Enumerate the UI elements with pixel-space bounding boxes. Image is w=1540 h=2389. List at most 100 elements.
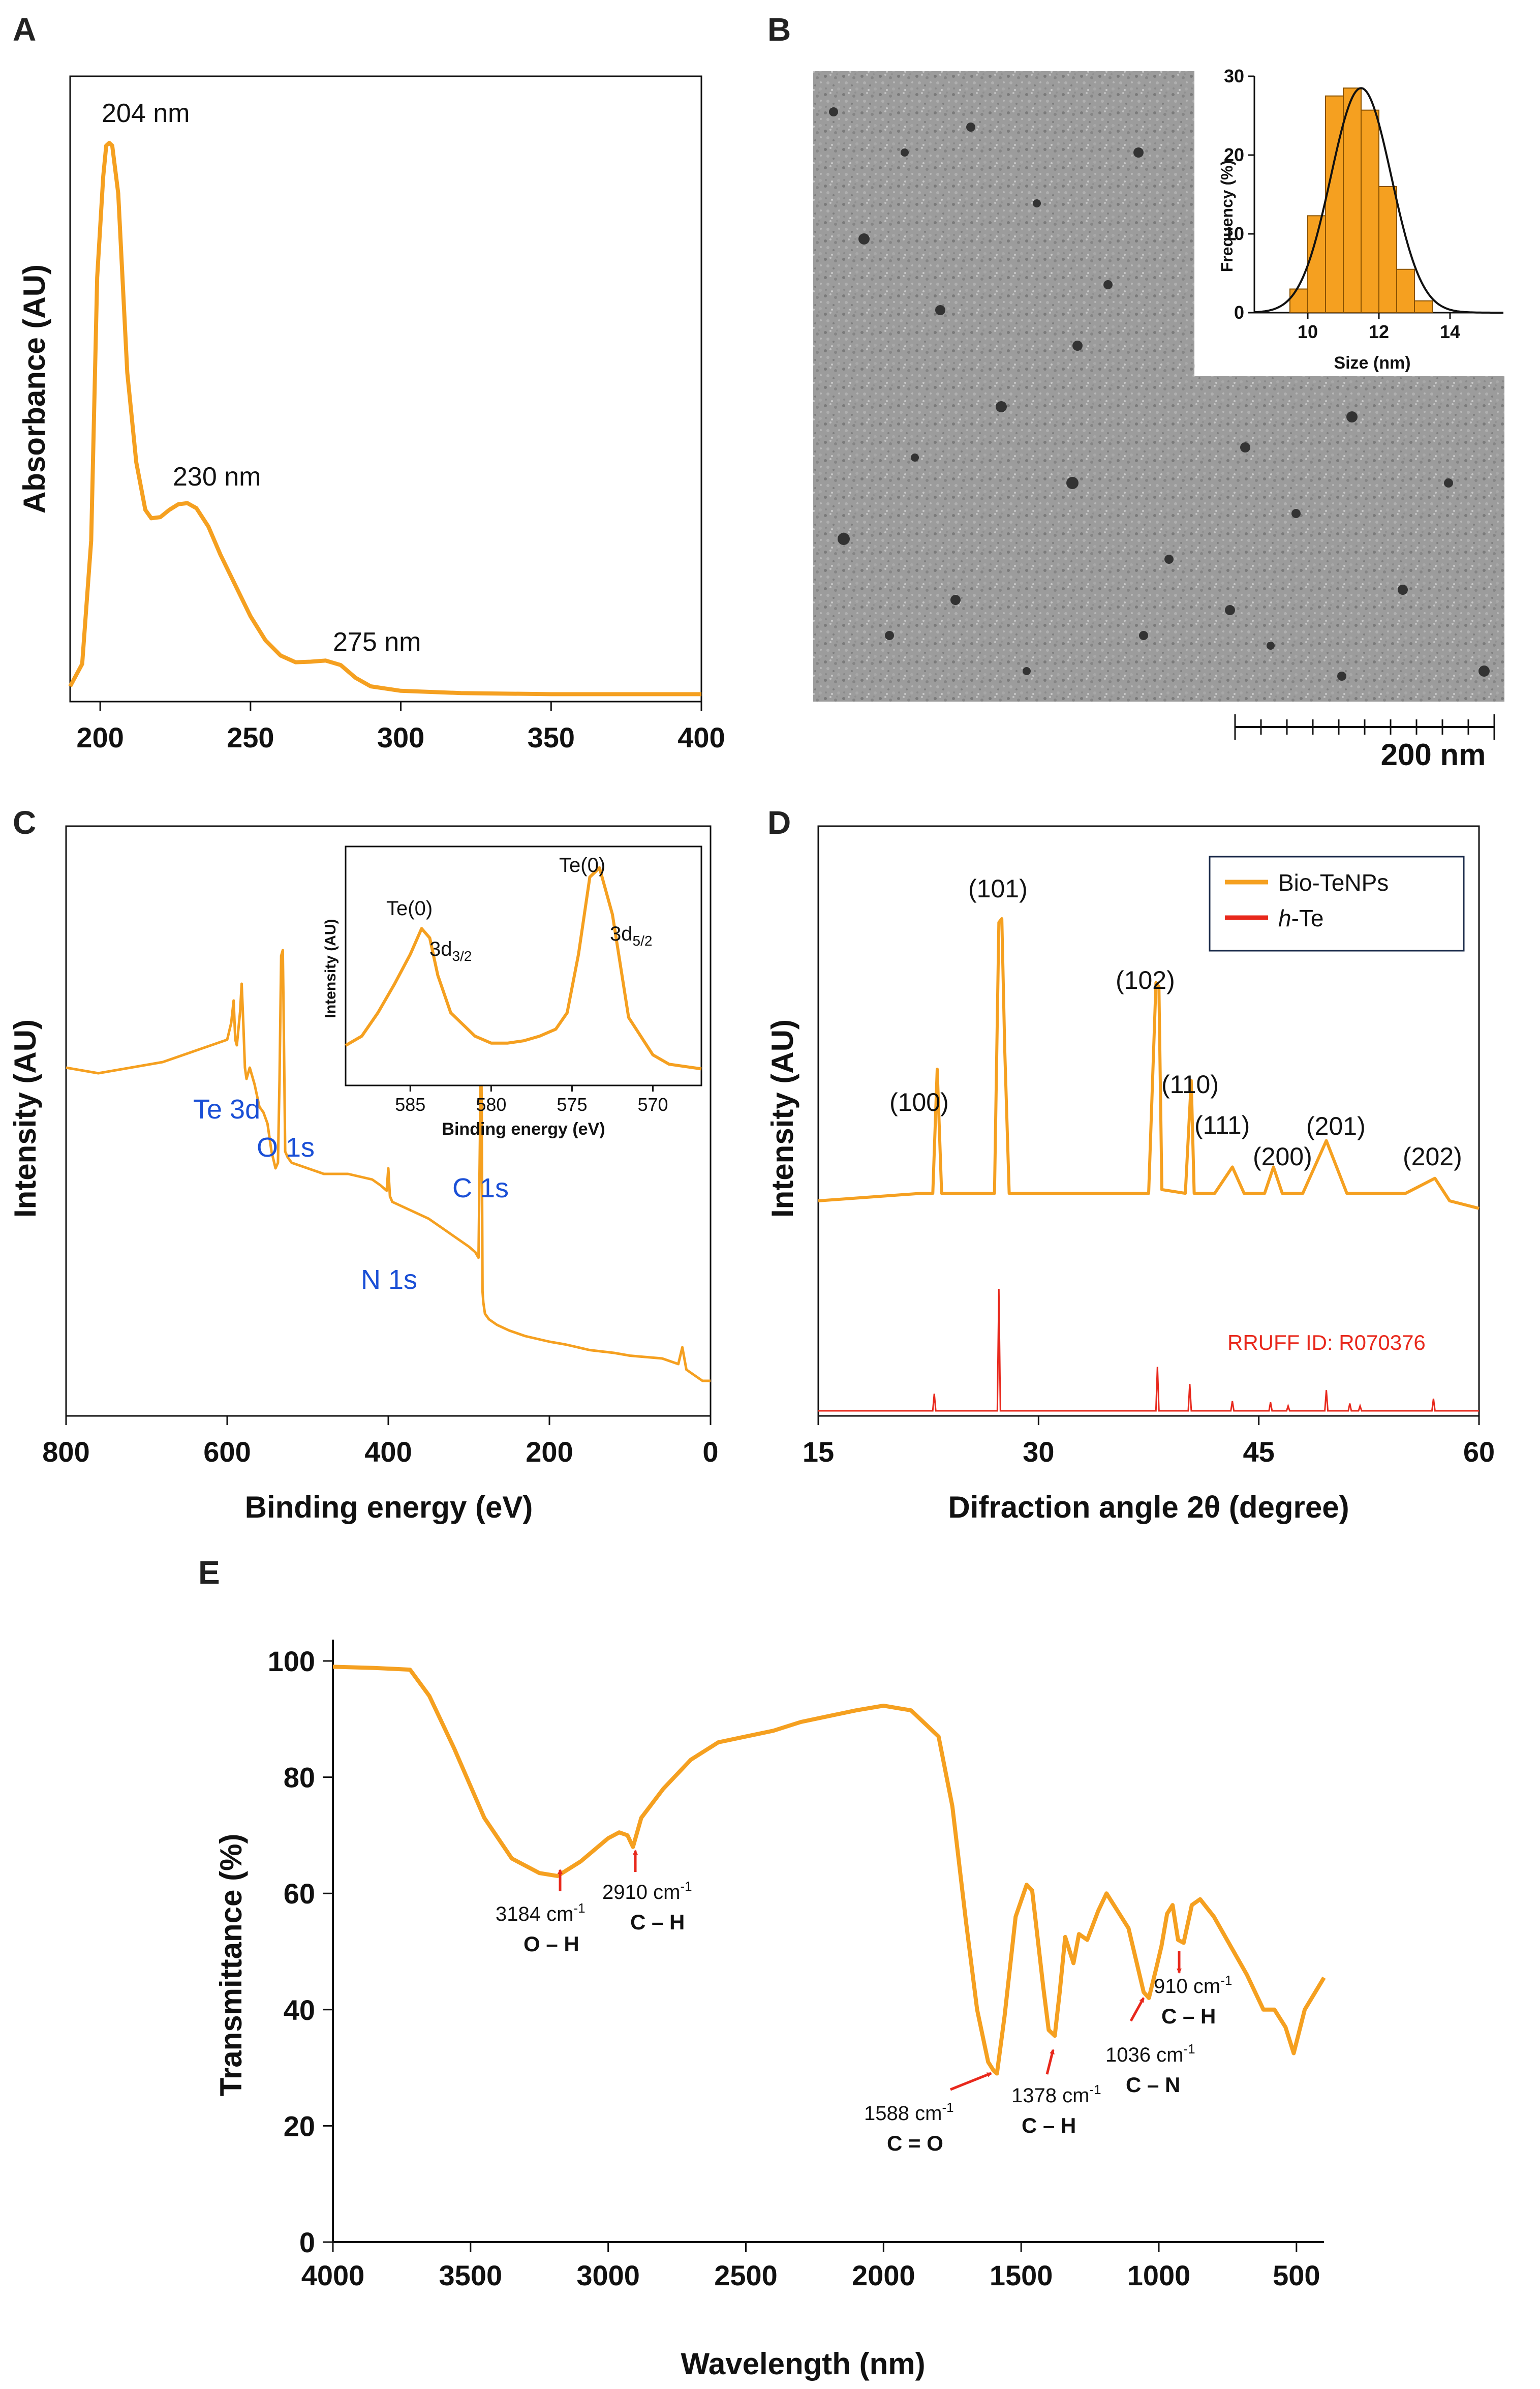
nanoparticle [1164,555,1174,564]
ftir-label-1588: 1588 cm-1 [864,2100,954,2125]
nanoparticle [858,233,870,245]
nanoparticle [1267,642,1275,650]
panel-e-ftir: 4000 3500 3000 2500 2000 1500 1000 500 0 20 40 60 80… [214,1640,1326,2381]
x-tick-label: 2000 [852,2259,915,2291]
histogram-bar [1396,268,1415,313]
histogram-bar [1414,300,1433,313]
panel-letter-c: C [13,804,36,841]
nanoparticle [838,533,850,545]
ftir-label-1378: 1378 cm-1 [1011,2082,1101,2107]
nanoparticle [829,107,838,116]
ftir-bond-1378: C – H [1022,2113,1076,2137]
histogram-y-axis-label: Frequency (%) [1218,160,1236,272]
nanoparticle [901,148,909,157]
inset-label-te0-left: Te(0) [386,897,433,920]
panel-c-label-n-1s: N 1s [361,1264,417,1295]
peak-label-110: (110) [1161,1070,1219,1099]
x-tick-label: 200 [76,721,124,753]
nanoparticle [885,631,894,640]
panel-e-x-axis-label: Wavelength (nm) [681,2347,925,2381]
histogram-inset: 10 12 14 0 10 20 30 [1224,66,1503,342]
x-tick-label: 1000 [1127,2259,1191,2291]
arrow-1588 [950,2072,992,2091]
panel-e-y-axis-label: Transmittance (%) [214,1834,248,2097]
peak-label-201: (201) [1306,1112,1366,1140]
nanoparticle [1072,341,1083,351]
histogram-x-tick-label: 12 [1369,321,1389,342]
ftir-bond-910: C – H [1161,2004,1216,2028]
y-tick-label: 20 [284,2110,315,2142]
ftir-bond-1588: C = O [887,2131,943,2155]
ftir-label-1036: 1036 cm-1 [1105,2041,1195,2066]
panel-e-axes: 4000 3500 3000 2500 2000 1500 1000 500 0 20 40 60 80… [268,1640,1324,2291]
panel-c-xps: 800 600 400 200 0 Binding energy (eV) Intens… [8,825,719,1524]
panel-d-x-axis-label: Difraction angle 2θ (degree) [948,1490,1349,1524]
inset-x-tick-label: 585 [395,1094,425,1115]
ftir-label-2910: 2910 cm-1 [602,1879,692,1903]
panel-d-xrd: 15 30 45 60 Difraction angle 2θ (degree) In… [765,825,1495,1524]
x-tick-label: 1500 [990,2259,1053,2291]
panel-c-label-te-3d: Te 3d [193,1094,260,1125]
x-tick-label: 250 [227,721,274,753]
nanoparticle [966,123,975,132]
panel-d-h-te-reference-line [818,1288,1479,1412]
histogram-y-tick-label: 0 [1234,302,1244,323]
nanoparticle [1023,667,1031,675]
peak-label-200: (200) [1253,1142,1312,1171]
tem-nanoparticles [829,107,1490,681]
panel-letter-d: D [767,804,791,841]
nanoparticle [1033,199,1041,207]
inset-x-tick-label: 575 [557,1094,587,1115]
histogram-bar [1343,87,1362,313]
scale-bar-label: 200 nm [1381,738,1486,772]
nanoparticle [1066,477,1079,489]
ftir-label-3184: 3184 cm-1 [496,1900,586,1925]
histogram-y-tick-label: 10 [1224,223,1244,244]
panel-a-frame [69,75,702,703]
x-tick-label: 350 [528,721,575,753]
panel-c-inset-y-axis-label: Intensity (AU) [322,919,339,1018]
histogram-y-tick-label: 20 [1224,144,1244,165]
x-tick-label: 60 [1463,1436,1495,1468]
nanoparticle [1139,631,1148,640]
panel-letter-e: E [198,1554,220,1591]
inset-label-3d32: 3d3/2 [429,938,472,964]
panel-a-x-ticks: 200 250 300 350 400 [76,702,725,753]
nanoparticle [1337,672,1346,681]
peak-label-102: (102) [1116,966,1175,994]
panel-c-x-axis-label: Binding energy (eV) [245,1490,533,1524]
y-tick-label: 60 [284,1878,315,1910]
y-tick-label: 80 [284,1762,315,1794]
peak-label-100: (100) [889,1088,949,1116]
rruff-reference-label: RRUFF ID: R070376 [1227,1330,1426,1354]
inset-label-3d52: 3d5/2 [610,923,652,949]
legend-label-h-te: h-Te [1278,905,1324,931]
panel-d-y-axis-label: Intensity (AU) [765,1019,799,1218]
x-tick-label: 500 [1273,2259,1320,2291]
histogram-x-axis-label: Size (nm) [1334,353,1410,373]
inset-x-tick-label: 570 [638,1094,668,1115]
peak-label-111: (111) [1194,1111,1250,1139]
panel-c-inset-x-axis-label: Binding energy (eV) [442,1120,605,1139]
x-tick-label: 800 [42,1436,89,1468]
nanoparticle [1346,411,1358,422]
panel-a-peak-label-230: 230 nm [173,462,261,492]
panel-c-inset-te3d-line [345,866,702,1071]
panel-b-tem: 10 12 14 0 10 20 30 Size (nm) Frequency (%) 20… [813,66,1504,772]
panel-c-x-ticks: 800 600 400 200 0 [42,1416,719,1468]
arrow-1036 [1129,1997,1145,2022]
x-tick-label: 300 [377,721,424,753]
x-tick-label: 45 [1243,1436,1275,1468]
ftir-label-910: 910 cm-1 [1154,1973,1232,1998]
nanoparticle [1291,509,1301,518]
x-tick-label: 2500 [714,2259,778,2291]
panel-letter-b: B [767,11,791,48]
ftir-bond-1036: C – N [1126,2073,1180,2097]
ftir-bond-2910: C – H [630,1910,685,1934]
nanoparticle [1225,605,1235,615]
nanoparticle [950,595,961,605]
y-tick-label: 0 [299,2226,315,2258]
panel-d-legend: Bio-TeNPs h-Te [1209,856,1465,952]
nanoparticle [1133,147,1144,158]
